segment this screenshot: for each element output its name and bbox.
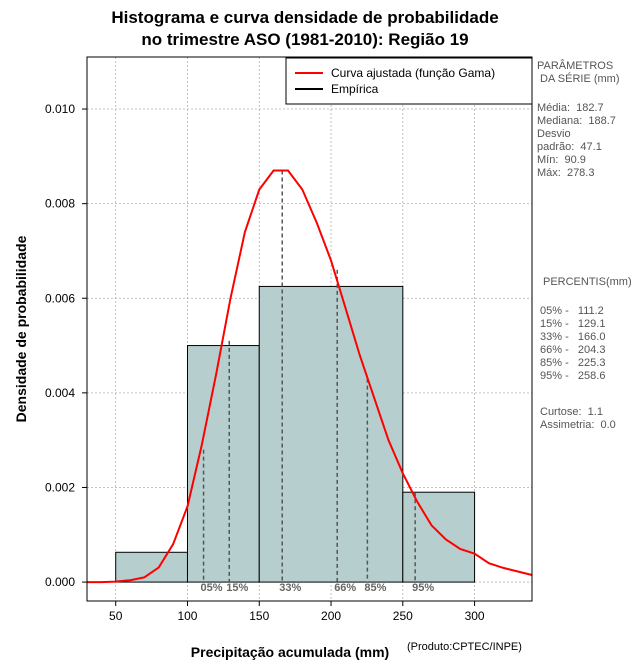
x-tick-label: 250 bbox=[393, 609, 413, 623]
plot-frame bbox=[86, 56, 533, 602]
percentis-values: 05% - 111.2 15% - 129.1 33% - 166.0 66% … bbox=[540, 305, 606, 382]
x-tick-label: 50 bbox=[109, 609, 123, 623]
percentile-label: 05% bbox=[201, 582, 223, 594]
gamma-curve bbox=[87, 169, 533, 584]
histogram-bar bbox=[186, 345, 260, 583]
y-tick-label: 0.000 bbox=[45, 575, 75, 589]
y-tick-label: 0.002 bbox=[45, 480, 75, 494]
params-header: PARÂMETROS DA SÉRIE (mm) bbox=[537, 60, 620, 85]
percentile-label: 15% bbox=[226, 582, 248, 594]
percentis-extra: Curtose: 1.1 Assimetria: 0.0 bbox=[540, 406, 616, 431]
legend-curve-label: Curva ajustada (função Gama) bbox=[331, 66, 495, 80]
y-tick-label: 0.008 bbox=[45, 197, 75, 211]
credit-text: (Produto:CPTEC/INPE) bbox=[407, 641, 522, 653]
percentile-label: 66% bbox=[334, 582, 356, 594]
chart-subtitle: no trimestre ASO (1981-2010): Região 19 bbox=[141, 30, 469, 49]
percentile-label: 33% bbox=[279, 582, 301, 594]
percentile-label: 95% bbox=[412, 582, 434, 594]
y-tick-label: 0.006 bbox=[45, 291, 75, 305]
y-tick-label: 0.010 bbox=[45, 102, 75, 116]
percentis-header: PERCENTIS(mm) bbox=[543, 276, 632, 288]
percentile-label: 85% bbox=[364, 582, 386, 594]
x-tick-label: 100 bbox=[177, 609, 197, 623]
x-axis-label: Precipitação acumulada (mm) bbox=[191, 644, 389, 660]
y-tick-label: 0.004 bbox=[45, 386, 75, 400]
histogram-bar bbox=[258, 285, 404, 583]
y-axis-label: Densidade de probabilidade bbox=[13, 235, 29, 422]
chart-title: Histograma e curva densidade de probabil… bbox=[111, 8, 499, 27]
legend-empirical-label: Empírica bbox=[331, 82, 379, 96]
histogram-bar bbox=[115, 551, 188, 583]
params-stats: Média: 182.7 Mediana: 188.7 Desvio padrã… bbox=[537, 102, 616, 179]
legend-box bbox=[285, 57, 533, 105]
histogram-bar bbox=[402, 491, 476, 583]
x-tick-label: 200 bbox=[321, 609, 341, 623]
x-tick-label: 150 bbox=[249, 609, 269, 623]
x-tick-label: 300 bbox=[465, 609, 485, 623]
